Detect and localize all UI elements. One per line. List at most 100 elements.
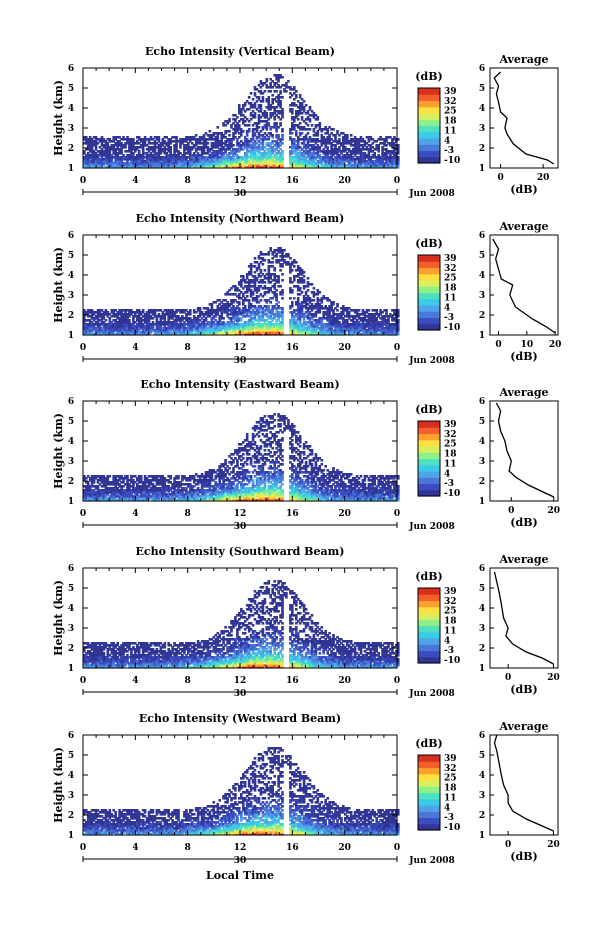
- heatmap-cell: [88, 144, 92, 147]
- heatmap-cell: [137, 309, 141, 312]
- heatmap-cell: [132, 148, 135, 151]
- colorbar-tick-label: -10: [444, 323, 460, 333]
- heatmap-cell: [267, 108, 271, 111]
- heatmap-cell: [259, 148, 263, 151]
- heatmap-cell: [310, 156, 314, 159]
- heatmap-cell: [200, 138, 204, 141]
- heatmap-cell: [130, 160, 133, 163]
- heatmap-cell: [143, 138, 147, 141]
- heatmap-cell: [328, 134, 331, 137]
- heatmap-cell: [346, 160, 349, 163]
- heatmap-cell: [230, 150, 233, 153]
- heatmap-cell: [208, 160, 212, 163]
- heatmap-cell: [85, 325, 88, 328]
- heatmap-cell: [208, 134, 212, 137]
- x-tick-label: 4: [132, 343, 138, 353]
- heatmap-cell: [263, 281, 267, 284]
- heatmap-cell: [334, 138, 337, 141]
- heatmap-cell: [275, 162, 278, 165]
- heatmap-cell: [137, 321, 141, 324]
- heatmap-cell: [126, 313, 129, 316]
- heatmap-cell: [330, 162, 333, 165]
- heatmap-cell: [279, 269, 282, 272]
- heatmap-cell: [387, 136, 390, 139]
- heatmap-cell: [177, 140, 180, 143]
- heatmap-cell: [361, 162, 365, 165]
- heatmap-cell: [271, 134, 274, 137]
- heatmap-cell: [357, 309, 361, 312]
- y-tick-label: 3: [68, 124, 74, 134]
- heatmap-cell: [145, 154, 149, 157]
- heatmap-cell: [304, 136, 308, 139]
- heatmap-cell: [242, 142, 245, 145]
- heatmap-cell: [169, 146, 172, 149]
- heatmap-cell: [363, 162, 367, 165]
- heatmap-cell: [216, 156, 220, 159]
- heatmap-cell: [291, 112, 294, 115]
- heatmap-cell: [334, 134, 337, 137]
- heatmap-cell: [102, 160, 106, 163]
- heatmap-cell: [293, 144, 296, 147]
- heatmap-cell: [324, 138, 327, 141]
- heatmap-cell: [261, 82, 265, 85]
- heatmap-cell: [247, 166, 251, 169]
- heatmap-cell: [106, 329, 110, 332]
- heatmap-cell: [85, 327, 88, 330]
- heatmap-cell: [263, 146, 267, 149]
- heatmap-cell: [261, 96, 265, 99]
- heatmap-cell: [196, 146, 200, 149]
- heatmap-cell: [389, 142, 392, 145]
- heatmap-cell: [92, 319, 96, 322]
- heatmap-cell: [122, 323, 125, 326]
- heatmap-cell: [277, 166, 280, 169]
- heatmap-cell: [332, 134, 335, 137]
- heatmap-cell: [187, 150, 190, 153]
- heatmap-cell: [108, 325, 112, 328]
- heatmap-cell: [349, 142, 353, 145]
- heatmap-cell: [112, 136, 115, 139]
- heatmap-cell: [137, 327, 141, 330]
- heatmap-cell: [281, 76, 284, 79]
- heatmap-cell: [86, 142, 90, 145]
- heatmap-cell: [139, 319, 143, 322]
- heatmap-cell: [94, 321, 98, 324]
- heatmap-cell: [314, 124, 318, 127]
- heatmap-cell: [243, 162, 247, 165]
- heatmap-cell: [261, 263, 265, 266]
- heatmap-cell: [118, 331, 121, 334]
- heatmap-cell: [85, 323, 88, 326]
- heatmap-cell: [130, 148, 133, 151]
- heatmap-cell: [289, 128, 292, 131]
- heatmap-cell: [161, 142, 165, 145]
- heatmap-cell: [302, 156, 306, 159]
- heatmap-cell: [88, 166, 92, 169]
- heatmap-cell: [161, 150, 165, 153]
- heatmap-cell: [112, 162, 115, 165]
- heatmap-cell: [287, 80, 290, 83]
- heatmap-cell: [277, 150, 280, 153]
- heatmap-cell: [141, 146, 145, 149]
- heatmap-cell: [291, 88, 294, 91]
- heatmap-cell: [291, 138, 294, 141]
- heatmap-cell: [257, 110, 261, 113]
- heatmap-cell: [145, 152, 149, 155]
- heatmap-cell: [204, 152, 208, 155]
- heatmap-cell: [132, 160, 135, 163]
- heatmap-cell: [222, 152, 225, 155]
- heatmap-cell: [334, 136, 337, 139]
- heatmap-cell: [271, 166, 274, 169]
- heatmap-cell: [385, 166, 388, 169]
- heatmap-cell: [226, 122, 229, 125]
- heatmap-cell: [153, 160, 157, 163]
- heatmap-cell: [263, 259, 267, 262]
- heatmap-cell: [275, 154, 278, 157]
- heatmap-cell: [314, 138, 318, 141]
- heatmap-cell: [202, 150, 206, 153]
- heatmap-cell: [202, 144, 206, 147]
- heatmap-cell: [122, 144, 125, 147]
- heatmap-cell: [375, 144, 378, 147]
- heatmap-cell: [100, 319, 104, 322]
- heatmap-cell: [289, 277, 292, 280]
- heatmap-cell: [104, 311, 108, 314]
- heatmap-cell: [361, 140, 365, 143]
